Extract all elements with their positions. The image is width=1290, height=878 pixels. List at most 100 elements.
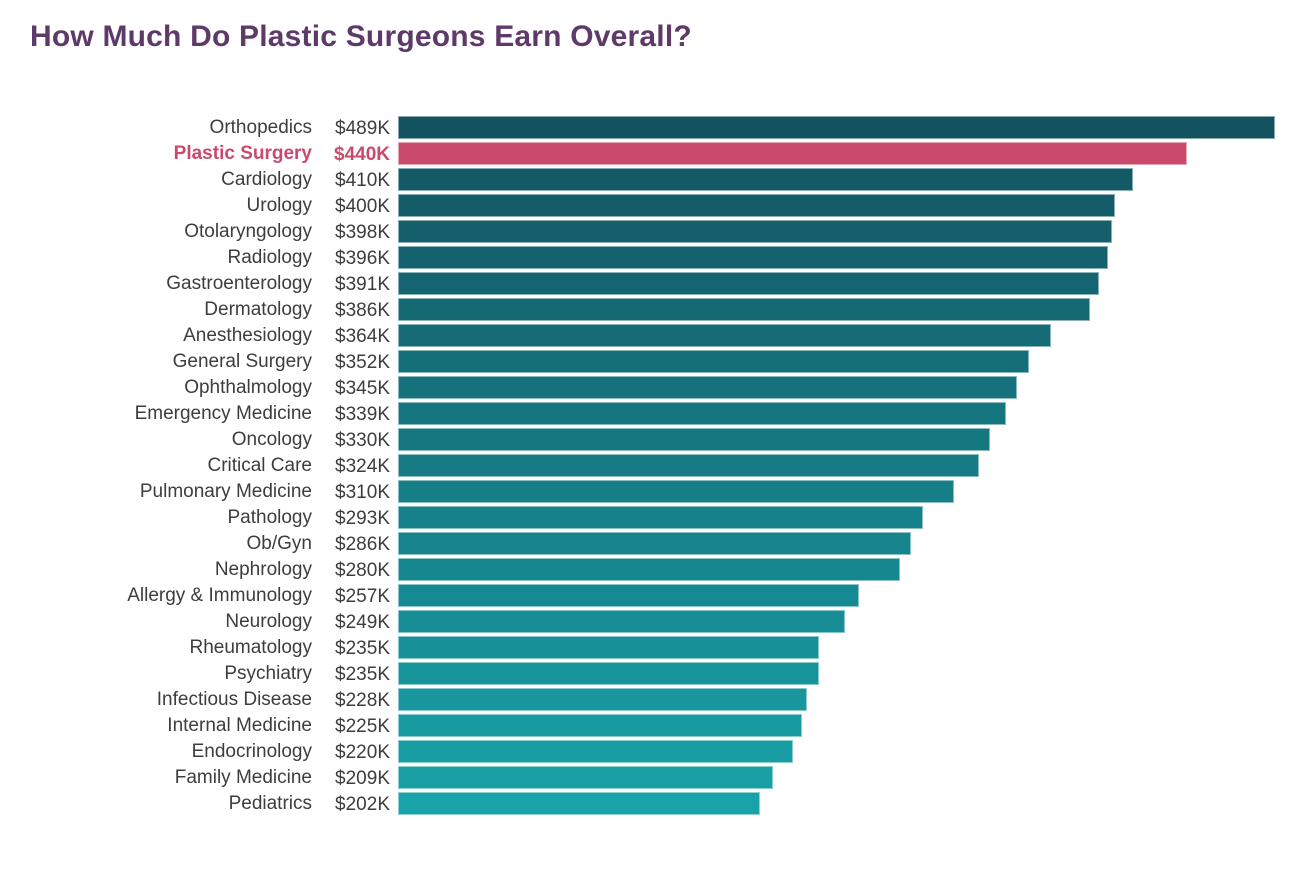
category-label: Oncology [231, 429, 312, 450]
chart-row: Emergency Medicine $339K [0, 402, 1290, 425]
value-label: $345K [335, 378, 390, 399]
category-label: Plastic Surgery [173, 143, 312, 164]
bar [398, 350, 1029, 373]
bar [398, 584, 859, 607]
value-label: $364K [335, 326, 390, 347]
bar [398, 376, 1017, 399]
category-label: Endocrinology [191, 741, 312, 762]
bar [398, 168, 1133, 191]
bar [398, 194, 1115, 217]
value-label: $398K [335, 222, 390, 243]
category-label: Pathology [227, 507, 312, 528]
value-label: $228K [335, 690, 390, 711]
bar [398, 636, 819, 659]
value-label: $220K [335, 742, 390, 763]
value-label: $235K [335, 664, 390, 685]
category-label: Neurology [225, 611, 312, 632]
bar [398, 662, 819, 685]
chart-row: Endocrinology $220K [0, 740, 1290, 763]
category-label: Nephrology [214, 559, 312, 580]
category-label: Allergy & Immunology [127, 585, 312, 606]
bar [398, 688, 807, 711]
bar [398, 506, 923, 529]
category-label: Internal Medicine [167, 715, 312, 736]
value-label: $324K [335, 456, 390, 477]
chart-row: Cardiology $410K [0, 168, 1290, 191]
bar [398, 142, 1187, 165]
value-label: $293K [335, 508, 390, 529]
value-label: $352K [335, 352, 390, 373]
bar [398, 532, 911, 555]
value-label: $396K [335, 248, 390, 269]
bar [398, 766, 773, 789]
category-label: Critical Care [207, 455, 312, 476]
chart-row: Pediatrics $202K [0, 792, 1290, 815]
category-label: Ob/Gyn [246, 533, 312, 554]
category-label: Dermatology [204, 299, 312, 320]
bar [398, 714, 802, 737]
chart-row: Orthopedics $489K [0, 116, 1290, 139]
chart-row: Neurology $249K [0, 610, 1290, 633]
bar [398, 246, 1108, 269]
category-label: Psychiatry [224, 663, 312, 684]
chart-row: Radiology $396K [0, 246, 1290, 269]
bar [398, 454, 979, 477]
value-label: $202K [335, 794, 390, 815]
chart-row: Nephrology $280K [0, 558, 1290, 581]
chart-row: Rheumatology $235K [0, 636, 1290, 659]
value-label: $400K [335, 196, 390, 217]
chart-row: Allergy & Immunology $257K [0, 584, 1290, 607]
value-label: $286K [335, 534, 390, 555]
bar-chart: Orthopedics $489K Plastic Surgery $440K Card… [0, 116, 1290, 818]
category-label: Anesthesiology [183, 325, 312, 346]
chart-row: Oncology $330K [0, 428, 1290, 451]
value-label: $280K [335, 560, 390, 581]
chart-row: Internal Medicine $225K [0, 714, 1290, 737]
page-title: How Much Do Plastic Surgeons Earn Overal… [30, 20, 692, 53]
bar [398, 220, 1112, 243]
bar [398, 324, 1051, 347]
bar [398, 792, 760, 815]
bar [398, 610, 845, 633]
chart-row: Pulmonary Medicine $310K [0, 480, 1290, 503]
category-label: Cardiology [221, 169, 312, 190]
value-label: $440K [334, 144, 390, 165]
bar [398, 298, 1090, 321]
bar [398, 558, 900, 581]
bar [398, 740, 793, 763]
value-label: $410K [335, 170, 390, 191]
chart-row: Dermatology $386K [0, 298, 1290, 321]
bar [398, 272, 1099, 295]
value-label: $339K [335, 404, 390, 425]
chart-row: Gastroenterology $391K [0, 272, 1290, 295]
bar [398, 402, 1006, 425]
value-label: $257K [335, 586, 390, 607]
value-label: $391K [335, 274, 390, 295]
category-label: Urology [246, 195, 312, 216]
value-label: $225K [335, 716, 390, 737]
value-label: $386K [335, 300, 390, 321]
value-label: $330K [335, 430, 390, 451]
value-label: $310K [335, 482, 390, 503]
chart-row: Family Medicine $209K [0, 766, 1290, 789]
category-label: Infectious Disease [156, 689, 312, 710]
category-label: General Surgery [172, 351, 312, 372]
category-label: Emergency Medicine [134, 403, 312, 424]
chart-row: Infectious Disease $228K [0, 688, 1290, 711]
chart-row: Ophthalmology $345K [0, 376, 1290, 399]
category-label: Pulmonary Medicine [139, 481, 312, 502]
category-label: Gastroenterology [166, 273, 312, 294]
bar [398, 116, 1275, 139]
category-label: Pediatrics [228, 793, 312, 814]
chart-row: Urology $400K [0, 194, 1290, 217]
chart-row: Plastic Surgery $440K [0, 142, 1290, 165]
bar [398, 428, 990, 451]
category-label: Radiology [227, 247, 313, 268]
category-label: Ophthalmology [184, 377, 312, 398]
bar [398, 480, 954, 503]
chart-row: General Surgery $352K [0, 350, 1290, 373]
chart-row: Critical Care $324K [0, 454, 1290, 477]
chart-row: Pathology $293K [0, 506, 1290, 529]
category-label: Orthopedics [209, 117, 312, 138]
